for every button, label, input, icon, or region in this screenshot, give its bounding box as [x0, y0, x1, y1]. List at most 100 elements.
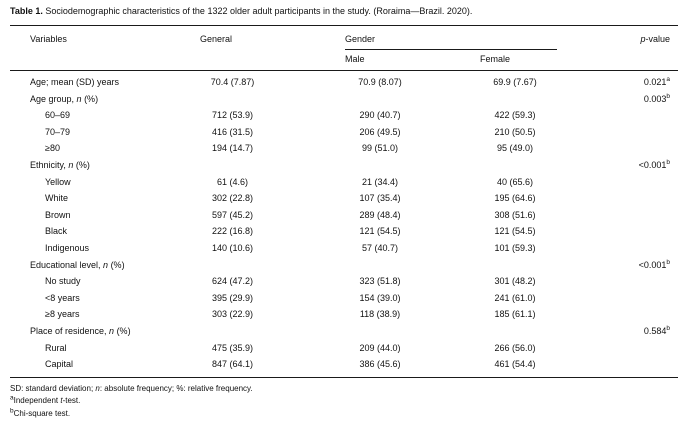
cell-general: 222 (16.8) — [211, 226, 254, 237]
row-label: <8 years — [30, 290, 200, 307]
cell-male: 289 (48.4) — [359, 209, 401, 220]
cell-general: 712 (53.9) — [211, 110, 254, 121]
pvalue-text: 0.584 — [643, 325, 667, 336]
cell-general: 597 (45.2) — [211, 209, 254, 220]
cell-male — [345, 257, 480, 274]
col-header-male: Male — [345, 54, 365, 64]
row-label: Rural — [30, 340, 200, 357]
cell-pvalue — [605, 223, 670, 240]
cell-pvalue — [605, 207, 670, 224]
text-part: n — [103, 259, 109, 270]
cell-male — [345, 91, 480, 108]
pvalue-text: 0.021 — [643, 77, 667, 87]
col-header-variables: Variables — [30, 34, 67, 44]
cell-general: 624 (47.2) — [211, 276, 254, 287]
text-part: Age; mean (SD) years — [30, 77, 120, 87]
text-part: n — [95, 383, 100, 393]
cell-pvalue — [605, 306, 670, 323]
header-spacer — [200, 50, 345, 70]
cell-pvalue — [605, 124, 670, 141]
journal-table-figure: Table 1. Sociodemographic characteristic… — [10, 5, 678, 421]
sociodemographic-table: Variables General Gender p-value Male Fe… — [10, 25, 678, 378]
table-body: Age; mean (SD) years 70.4 (7.87) 70.9 (8.0… — [10, 71, 678, 377]
header-row-top: Variables General Gender p-value — [10, 26, 678, 50]
cell-male: 99 (51.0) — [361, 143, 399, 154]
row-label: Indigenous — [30, 240, 200, 257]
text-part: Rural — [45, 342, 67, 353]
text-part: -test. — [62, 396, 81, 406]
row-label: Place of residence, n (%) — [30, 323, 200, 340]
cell-pvalue — [605, 290, 670, 307]
cell-general: 302 (22.8) — [211, 193, 254, 204]
row-label: ≥80 — [30, 140, 200, 157]
table-row: ≥8 years 303 (22.9) 118 (38.9) 185 (61.1) — [10, 306, 678, 323]
cell-pvalue — [605, 190, 670, 207]
cell-pvalue: 0.584b — [605, 323, 670, 340]
table-row: White 302 (22.8) 107 (35.4) 195 (64.6) — [10, 190, 678, 207]
cell-female: 40 (65.6) — [496, 176, 534, 187]
text-part: Educational level, — [30, 259, 104, 270]
cell-general — [200, 257, 345, 274]
pvalue-text: 0.003 — [643, 93, 667, 104]
cell-female — [480, 323, 605, 340]
text-part: (%) — [81, 93, 99, 104]
cell-general: 847 (64.1) — [211, 359, 254, 370]
text-part: No study — [45, 276, 81, 287]
text-part: a — [10, 394, 14, 402]
text-part: <8 years — [45, 292, 80, 303]
cell-general: 140 (10.6) — [211, 242, 254, 253]
text-part: n — [76, 93, 82, 104]
text-part: Place of residence, — [30, 325, 110, 336]
pvalue-text: <0.001 — [638, 259, 667, 270]
cell-female — [480, 157, 605, 174]
table-row: Age group, n (%) 0.003b — [10, 91, 678, 108]
cell-pvalue — [605, 340, 670, 357]
cell-pvalue — [605, 240, 670, 257]
text-part: t — [60, 396, 63, 406]
table-row: No study 624 (47.2) 323 (51.8) 301 (48.2) — [10, 273, 678, 290]
table-caption: Table 1. Sociodemographic characteristic… — [10, 5, 678, 18]
table-row: Indigenous 140 (10.6) 57 (40.7) 101 (59.3) — [10, 240, 678, 257]
pvalue-superscript: b — [666, 92, 670, 100]
cell-female: 95 (49.0) — [496, 143, 534, 154]
cell-pvalue — [605, 140, 670, 157]
text-part: p — [640, 34, 646, 44]
table-row: ≥80 194 (14.7) 99 (51.0) 95 (49.0) — [10, 140, 678, 157]
table-row: Yellow 61 (4.6) 21 (34.4) 40 (65.6) — [10, 174, 678, 191]
cell-pvalue: <0.001b — [605, 257, 670, 274]
footnotes: SD: standard deviation; n: absolute freq… — [10, 383, 678, 421]
cell-pvalue: 0.021a — [605, 74, 670, 91]
cell-male: 70.9 (8.07) — [358, 77, 402, 87]
footnote-line: aIndependent t-test. — [10, 395, 678, 408]
pvalue-superscript: a — [666, 76, 670, 83]
cell-male: 206 (49.5) — [359, 126, 401, 137]
cell-male: 154 (39.0) — [359, 292, 401, 303]
cell-male — [345, 323, 480, 340]
header-spacer — [605, 50, 670, 70]
table-row: Rural 475 (35.9) 209 (44.0) 266 (56.0) — [10, 340, 678, 357]
row-label: Capital — [30, 356, 200, 373]
table-row: <8 years 395 (29.9) 154 (39.0) 241 (61.0) — [10, 290, 678, 307]
cell-male: 118 (38.9) — [359, 309, 401, 320]
footnote-line: bChi-square test. — [10, 407, 678, 421]
row-label: Black — [30, 223, 200, 240]
cell-male: 290 (40.7) — [359, 110, 401, 121]
text-part: : absolute frequency; %: relative freque… — [99, 383, 253, 393]
col-header-pvalue: p-value — [605, 26, 670, 50]
text-part: Ethnicity, — [30, 159, 69, 170]
cell-general: 70.4 (7.87) — [210, 77, 255, 87]
text-part: Sociodemographic characteristics of the … — [42, 6, 473, 16]
cell-female: 422 (59.3) — [494, 110, 536, 121]
cell-female: 266 (56.0) — [494, 342, 536, 353]
cell-general: 303 (22.9) — [211, 309, 254, 320]
row-label: ≥8 years — [30, 306, 200, 323]
cell-female: 101 (59.3) — [494, 242, 536, 253]
cell-female: 185 (61.1) — [494, 309, 536, 320]
row-label: Ethnicity, n (%) — [30, 157, 200, 174]
table-row: Place of residence, n (%) 0.584b — [10, 323, 678, 340]
cell-male: 21 (34.4) — [361, 176, 399, 187]
text-part: b — [10, 407, 14, 415]
header-row-sub: Male Female — [10, 50, 678, 70]
col-header-gender: Gender — [345, 26, 605, 50]
cell-pvalue — [605, 356, 670, 373]
